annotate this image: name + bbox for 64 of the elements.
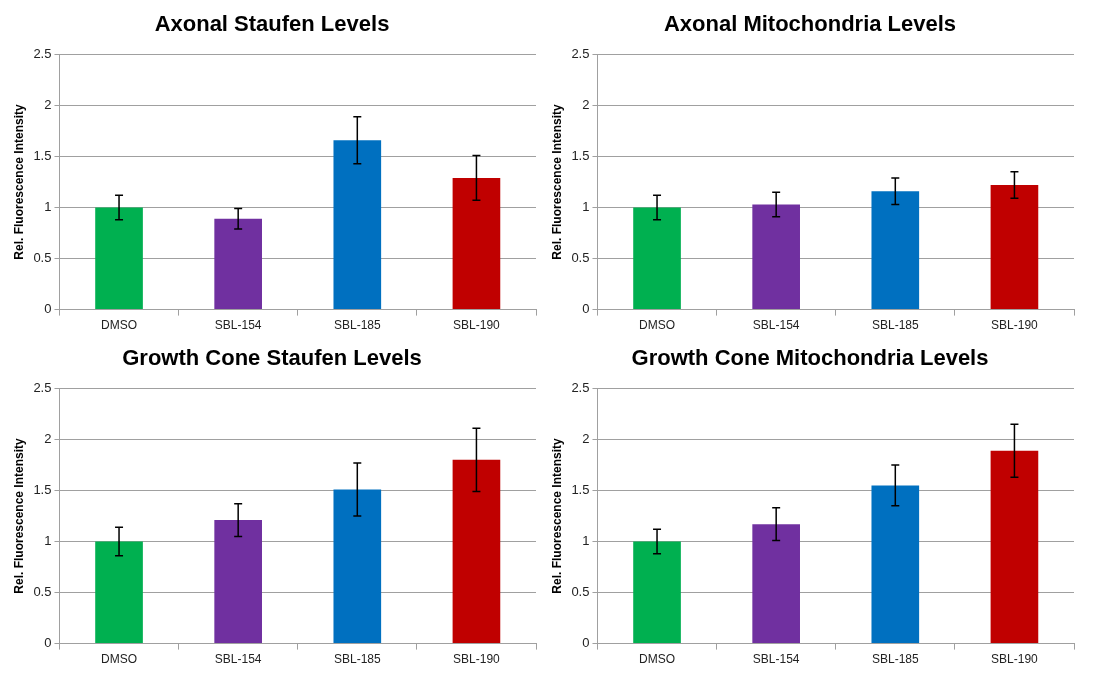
chart-title: Growth Cone Staufen Levels — [122, 345, 422, 371]
y-tick-label: 1 — [44, 199, 52, 215]
x-tick-label: DMSO — [101, 318, 138, 333]
x-tick-label: DMSO — [639, 318, 676, 333]
y-tick-label: 0.5 — [571, 250, 590, 266]
bar — [633, 207, 681, 310]
bar — [871, 191, 920, 310]
y-axis-title: Rel. Fluorescence Intensity — [549, 103, 564, 260]
y-tick-label: 2.5 — [571, 379, 590, 395]
x-tick-label: SBL-190 — [991, 652, 1039, 667]
y-tick-label: 2.5 — [571, 45, 590, 61]
bar — [633, 541, 681, 644]
y-tick-label: 2 — [582, 97, 590, 113]
bar — [95, 541, 143, 644]
y-tick-label: 1.5 — [571, 148, 590, 164]
y-tick-label: 1.5 — [33, 482, 52, 498]
bar — [452, 459, 501, 644]
y-tick-label: 1.5 — [571, 482, 590, 498]
x-tick-label: SBL-154 — [752, 652, 800, 667]
y-axis-title: Rel. Fluorescence Intensity — [11, 437, 26, 594]
chart-title: Axonal Staufen Levels — [154, 11, 390, 37]
bar — [990, 450, 1039, 644]
y-tick-label: 0 — [44, 635, 52, 651]
bar — [214, 218, 262, 310]
y-tick-label: 0 — [582, 635, 590, 651]
bar — [990, 185, 1039, 310]
x-tick-label: SBL-185 — [871, 318, 919, 333]
bar — [452, 177, 501, 310]
y-tick-label: 0.5 — [571, 584, 590, 600]
y-tick-label: 2 — [582, 431, 590, 447]
y-tick-label: 1 — [582, 533, 590, 549]
chart-title: Growth Cone Mitochondria Levels — [631, 345, 989, 371]
x-tick-label: SBL-185 — [871, 652, 919, 667]
y-tick-label: 0 — [44, 301, 52, 317]
y-tick-label: 1.5 — [33, 148, 52, 164]
x-tick-label: SBL-190 — [453, 652, 501, 667]
bar — [95, 207, 143, 310]
bar — [752, 204, 800, 310]
x-tick-label: SBL-190 — [991, 318, 1039, 333]
y-tick-label: 0.5 — [33, 584, 52, 600]
y-tick-label: 1 — [44, 533, 52, 549]
x-tick-label: SBL-154 — [752, 318, 800, 333]
chart-title: Axonal Mitochondria Levels — [663, 11, 957, 37]
bar — [333, 140, 382, 310]
x-tick-label: SBL-185 — [333, 652, 381, 667]
x-tick-label: SBL-185 — [333, 318, 381, 333]
y-axis-title: Rel. Fluorescence Intensity — [11, 103, 26, 260]
bar — [333, 489, 382, 644]
x-tick-label: DMSO — [101, 652, 138, 667]
x-tick-label: SBL-154 — [214, 652, 262, 667]
bar — [214, 520, 262, 644]
y-tick-label: 0.5 — [33, 250, 52, 266]
y-axis-title: Rel. Fluorescence Intensity — [549, 437, 564, 594]
bar — [871, 485, 920, 644]
y-tick-label: 2.5 — [33, 45, 52, 61]
y-tick-label: 0 — [582, 301, 590, 317]
y-tick-label: 2 — [44, 431, 52, 447]
x-tick-label: SBL-190 — [453, 318, 501, 333]
y-tick-label: 2.5 — [33, 379, 52, 395]
y-tick-label: 1 — [582, 199, 590, 215]
bar — [752, 524, 800, 644]
x-tick-label: SBL-154 — [214, 318, 262, 333]
x-tick-label: DMSO — [639, 652, 676, 667]
y-tick-label: 2 — [44, 97, 52, 113]
